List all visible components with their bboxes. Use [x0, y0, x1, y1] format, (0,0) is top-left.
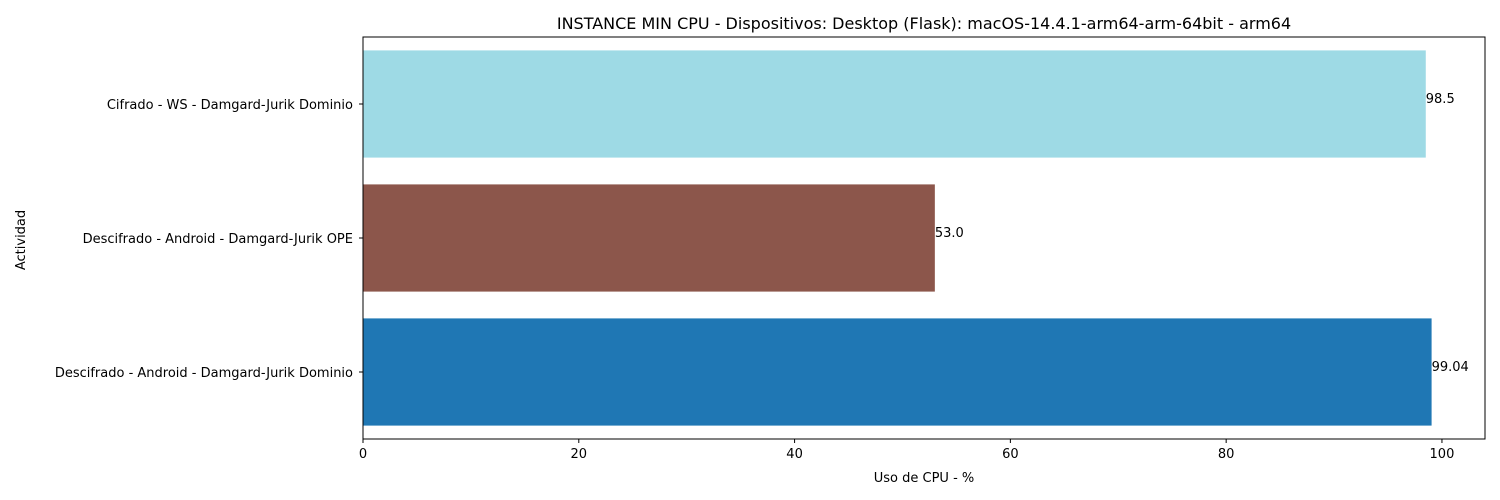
x-tick-label: 100	[1430, 447, 1455, 462]
value-labels-group: 98.5 53.0 99.04	[935, 92, 1469, 375]
bars-group	[363, 50, 1432, 426]
plot-frame	[362, 36, 1486, 440]
x-tick-label: 0	[359, 447, 367, 462]
bar	[363, 318, 1432, 426]
chart-title: INSTANCE MIN CPU - Dispositivos: Desktop…	[557, 14, 1291, 33]
x-tick-label: 40	[786, 447, 803, 462]
y-tick-label: Descifrado - Android - Damgard-Jurik Dom…	[55, 366, 353, 381]
bar	[363, 50, 1426, 158]
x-tick-label: 80	[1218, 447, 1235, 462]
data-label: 53.0	[935, 226, 964, 241]
x-tick-label: 60	[1002, 447, 1019, 462]
y-axis-label: Actividad	[14, 210, 29, 270]
x-axis-label: Uso de CPU - %	[874, 471, 975, 486]
x-tick-label: 20	[571, 447, 588, 462]
plot-border	[362, 36, 1486, 440]
data-label: 98.5	[1426, 92, 1455, 107]
y-axis-ticks: Cifrado - WS - Damgard-Jurik Dominio Desc…	[55, 98, 363, 381]
x-axis-ticks: 0 20 40 60 80 100	[359, 439, 1455, 462]
y-tick-label: Cifrado - WS - Damgard-Jurik Dominio	[107, 98, 353, 113]
bar	[363, 184, 935, 292]
data-label: 99.04	[1432, 360, 1469, 375]
y-tick-label: Descifrado - Android - Damgard-Jurik OPE	[83, 232, 353, 247]
